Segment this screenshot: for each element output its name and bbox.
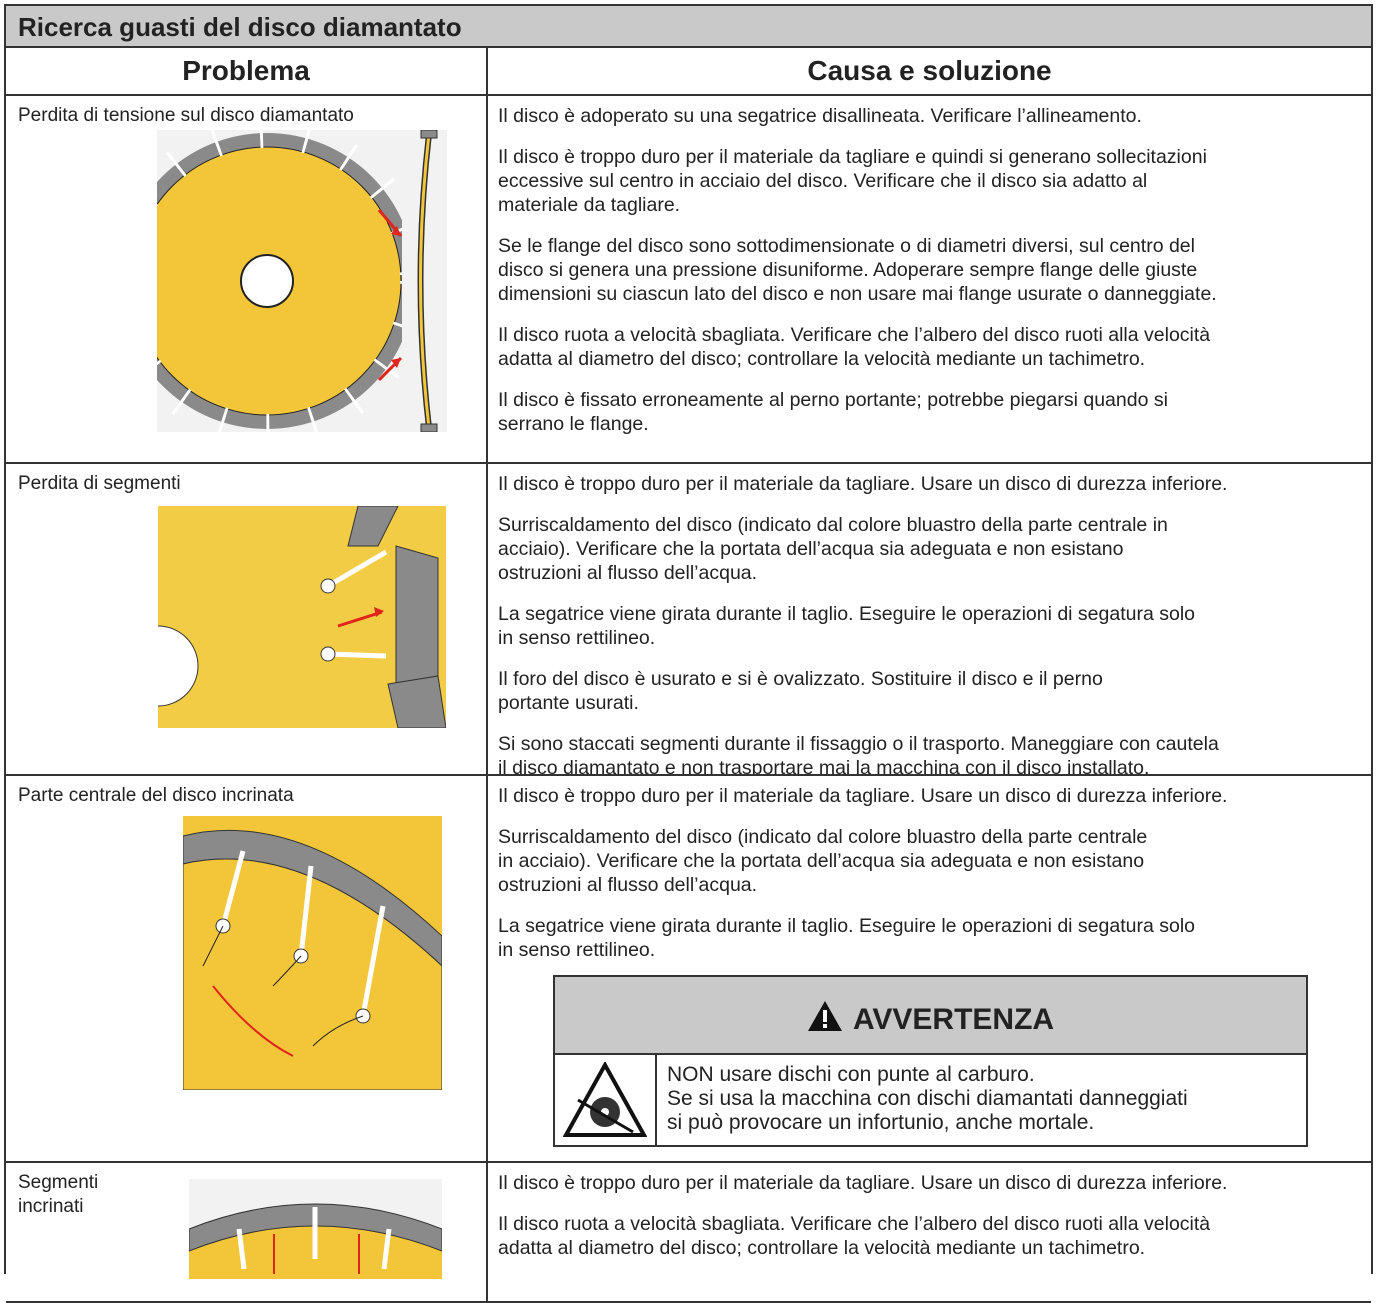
solution-line: serrano le flange. <box>498 413 649 435</box>
warning-box: AVVERTENZA NON usare dischi con punte al … <box>553 975 1308 1147</box>
table-row: Segmenti incrinati Il disco è troppo duro… <box>6 1163 1371 1303</box>
solution-line: adatta al diametro del disco; controllar… <box>498 1237 1146 1259</box>
solution-cell: Il disco è troppo duro per il materiale … <box>488 776 1371 1161</box>
problem-text: Parte centrale del disco incrinata <box>18 784 294 808</box>
solution-line: La segatrice viene girata durante il tag… <box>498 915 1196 937</box>
solution-paragraph: Il disco è fissato erroneamente al perno… <box>498 388 1371 436</box>
solution-line: ostruzioni al flusso dell’acqua. <box>498 874 758 896</box>
title: Ricerca guasti del disco diamantato <box>6 6 1371 48</box>
solution-cell: Il disco è troppo duro per il materiale … <box>488 1163 1371 1301</box>
solution-line: Il disco ruota a velocità sbagliata. Ver… <box>498 1213 1211 1235</box>
solution-line: dimensioni su ciascun lato del disco e n… <box>498 283 1217 305</box>
solution-line: in senso rettilineo. <box>498 939 656 961</box>
problem-line: Perdita di segmenti <box>18 473 181 494</box>
solution-paragraph: Il foro del disco è usurato e si è ovali… <box>498 667 1371 715</box>
solution-line: Il disco è troppo duro per il materiale … <box>498 146 1207 168</box>
problem-cell: Parte centrale del disco incrinata <box>6 776 488 1161</box>
solution-line: acciaio). Verificare che la portata dell… <box>498 538 1124 560</box>
solution-paragraph: Se le flange del disco sono sottodimensi… <box>498 234 1371 306</box>
header-cell: Causa e soluzione <box>807 55 1052 86</box>
warning-text: NON usare dischi con punte al carburo. Se… <box>657 1055 1188 1145</box>
document: Ricerca guasti del disco diamantato Prob… <box>4 4 1373 1303</box>
warning-symbol <box>555 1055 657 1145</box>
solution-cell: Il disco è troppo duro per il materiale … <box>488 464 1371 774</box>
rows: Perdita di tensione sul disco diamantato… <box>6 96 1371 1303</box>
solution-line: adatta al diametro del disco; controllar… <box>498 348 1146 370</box>
illustration-graphic <box>157 129 447 433</box>
problem-text: Perdita di tensione sul disco diamantato <box>18 104 354 128</box>
problem-cell: Perdita di tensione sul disco diamantato <box>6 96 488 462</box>
illustration <box>157 129 447 433</box>
header-cell: Problema <box>6 48 488 94</box>
solution-paragraph: La segatrice viene girata durante il tag… <box>498 914 1371 962</box>
table-row: Perdita di tensione sul disco diamantato… <box>6 96 1371 464</box>
solution-line: Surriscaldamento del disco (indicato dal… <box>498 826 1148 848</box>
warning-title: AVVERTENZA <box>852 1003 1055 1036</box>
solution-paragraph: La segatrice viene girata durante il tag… <box>498 602 1371 650</box>
solution-line: Si sono staccati segmenti durante il fis… <box>498 733 1219 755</box>
table-row: Perdita di segmenti Il disco è troppo du… <box>6 464 1371 776</box>
solution-line: Il disco è troppo duro per il materiale … <box>498 785 1228 807</box>
warning-header: AVVERTENZA <box>555 977 1306 1055</box>
warning-icon <box>807 1000 843 1040</box>
solution-line: Surriscaldamento del disco (indicato dal… <box>498 514 1168 536</box>
illustration <box>117 505 447 729</box>
solution-line: Il disco è troppo duro per il materiale … <box>498 1172 1228 1194</box>
solution-paragraph: Il disco è troppo duro per il materiale … <box>498 784 1371 808</box>
solution-paragraph: Il disco è adoperato su una segatrice di… <box>498 104 1371 128</box>
solution-line: in acciaio). Verificare che la portata d… <box>498 850 1145 872</box>
solution-line: Se le flange del disco sono sottodimensi… <box>498 235 1195 257</box>
problem-line: incrinati <box>18 1196 84 1217</box>
warning-triangle <box>807 1001 842 1031</box>
illustration-graphic <box>117 505 447 729</box>
illustration-graphic <box>188 1179 443 1279</box>
solution-line: Il disco è troppo duro per il materiale … <box>498 473 1228 495</box>
warning-line: NON usare dischi con punte al carburo. <box>667 1063 1035 1086</box>
problem-cell: Perdita di segmenti <box>6 464 488 774</box>
solution-line: Il disco è adoperato su una segatrice di… <box>498 105 1142 127</box>
solution-paragraph: Il disco è troppo duro per il materiale … <box>498 1171 1371 1195</box>
header-row: Problema Causa e soluzione <box>6 48 1371 96</box>
solution-line: disco si genera una pressione disuniform… <box>498 259 1198 281</box>
solution-line: portante usurati. <box>498 692 639 714</box>
solution-paragraph: Il disco è troppo duro per il materiale … <box>498 472 1371 496</box>
solution-paragraph: Il disco ruota a velocità sbagliata. Ver… <box>498 323 1371 371</box>
problem-line: Segmenti <box>18 1172 99 1193</box>
solution-paragraph: Il disco ruota a velocità sbagliata. Ver… <box>498 1212 1371 1260</box>
solution-line: Il disco ruota a velocità sbagliata. Ver… <box>498 324 1211 346</box>
problem-text: Perdita di segmenti <box>18 472 181 496</box>
solution-paragraph: Surriscaldamento del disco (indicato dal… <box>498 825 1371 897</box>
solution-line: il disco diamantato e non trasportare ma… <box>498 757 1150 776</box>
warning-symbol-graphic <box>563 1062 647 1137</box>
solution-line: ostruzioni al flusso dell’acqua. <box>498 562 758 584</box>
problem-line: Perdita di tensione sul disco diamantato <box>18 105 354 126</box>
solution-paragraph: Surriscaldamento del disco (indicato dal… <box>498 513 1371 585</box>
illustration-graphic <box>182 816 443 1091</box>
solution-line: Il disco è fissato erroneamente al perno… <box>498 389 1168 411</box>
warning-line: Se si usa la macchina con dischi diamant… <box>667 1087 1188 1110</box>
warning-body: NON usare dischi con punte al carburo. Se… <box>555 1055 1306 1145</box>
illustration <box>188 1179 443 1279</box>
solution-line: eccessive sul centro in acciaio del disc… <box>498 170 1148 192</box>
warning-line: si può provocare un infortunio, anche mo… <box>667 1111 1095 1134</box>
solution-paragraph: Il disco è troppo duro per il materiale … <box>498 145 1371 217</box>
solution-line: Il foro del disco è usurato e si è ovali… <box>498 668 1103 690</box>
solution-paragraph: Si sono staccati segmenti durante il fis… <box>498 732 1371 776</box>
problem-text: Segmenti incrinati <box>18 1171 98 1219</box>
problem-cell: Segmenti incrinati <box>6 1163 488 1301</box>
problem-line: Parte centrale del disco incrinata <box>18 785 294 806</box>
table-row: Parte centrale del disco incrinata Il di… <box>6 776 1371 1163</box>
solution-cell: Il disco è adoperato su una segatrice di… <box>488 96 1371 462</box>
solution-line: materiale da tagliare. <box>498 194 681 216</box>
solution-line: La segatrice viene girata durante il tag… <box>498 603 1196 625</box>
solution-line: in senso rettilineo. <box>498 627 656 649</box>
illustration <box>182 816 443 1091</box>
